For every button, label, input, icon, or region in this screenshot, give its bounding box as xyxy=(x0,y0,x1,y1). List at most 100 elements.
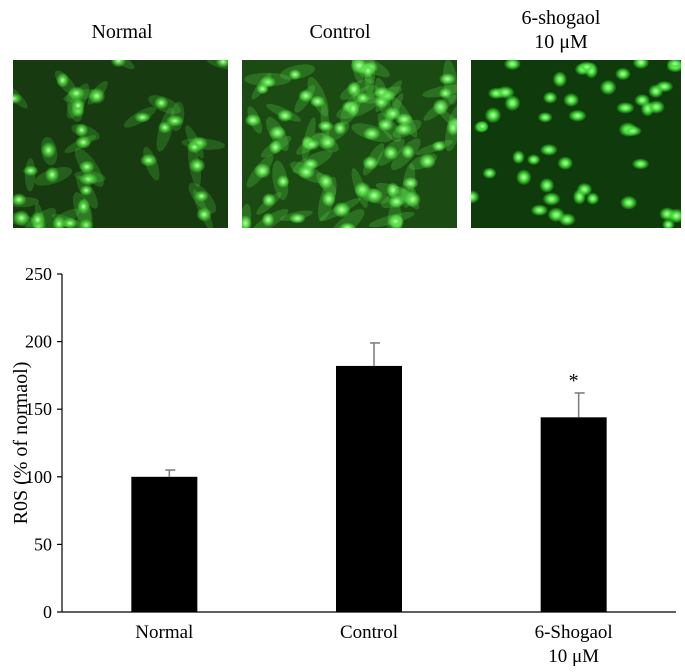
cell-nucleus xyxy=(79,160,95,174)
cell-nucleus xyxy=(485,107,501,123)
cell-nucleus xyxy=(557,156,573,170)
cell-nucleus xyxy=(13,193,27,206)
y-axis-label: R0S (% of normaol) xyxy=(10,362,32,525)
cell-nucleus xyxy=(666,60,681,70)
cell-nucleus xyxy=(269,125,286,140)
cell-nucleus xyxy=(383,145,398,160)
cell-nucleus xyxy=(504,95,521,111)
cell-nucleus xyxy=(321,191,336,207)
cell-nucleus xyxy=(388,195,405,208)
ros-bar-chart: 0 50 100 150 200 250 R0S (% of normaol) Normal C… xyxy=(10,264,676,667)
cell-nucleus xyxy=(620,195,638,210)
cell-nucleus xyxy=(432,140,446,152)
cell-nucleus xyxy=(648,100,665,114)
cell-nucleus xyxy=(362,156,379,170)
bar-normal xyxy=(131,476,198,612)
cell-nucleus xyxy=(395,122,413,136)
cell-nucleus xyxy=(245,114,261,127)
cell-nucleus xyxy=(542,192,561,206)
cell-nucleus xyxy=(79,173,98,186)
y-tick-label: 150 xyxy=(25,399,52,419)
cell-nucleus xyxy=(289,213,306,224)
cell-nucleus xyxy=(558,213,576,226)
cell-nucleus xyxy=(538,112,553,123)
cell-nucleus xyxy=(256,83,269,95)
cell-nucleus xyxy=(543,91,558,104)
cell-nucleus xyxy=(288,69,302,80)
cell-nucleus xyxy=(88,88,106,104)
cell-nucleus xyxy=(262,193,276,207)
cell-nucleus xyxy=(261,212,275,227)
cell-nucleus xyxy=(439,87,452,99)
cell-nucleus xyxy=(482,167,497,179)
cell-nucleus xyxy=(71,98,85,113)
x-tick-label: Control xyxy=(340,622,398,643)
cell-nucleus xyxy=(254,163,271,179)
cell-nucleus xyxy=(586,192,600,205)
cell-nucleus xyxy=(79,219,93,228)
cell-nucleus xyxy=(404,191,421,208)
cell-nucleus xyxy=(623,125,642,137)
y-tick-label: 250 xyxy=(25,264,52,284)
cell-nucleus xyxy=(68,86,85,100)
micrograph-control xyxy=(242,60,457,228)
micrograph-shogaol xyxy=(471,60,681,228)
y-tick-label: 200 xyxy=(25,332,52,352)
cell-nucleus xyxy=(269,140,282,154)
cell-nucleus xyxy=(530,204,548,216)
cell-nucleus xyxy=(516,169,532,186)
cell-nucleus xyxy=(75,135,92,149)
cell-nucleus xyxy=(512,150,525,164)
cell-nucleus xyxy=(439,73,456,85)
cell-nucleus xyxy=(56,73,69,88)
cell-nucleus xyxy=(13,210,30,226)
cell-nucleus xyxy=(402,177,419,190)
cell-nucleus xyxy=(297,165,315,179)
cell-nucleus xyxy=(333,121,347,135)
cell-nucleus xyxy=(140,154,158,167)
cell-nucleus xyxy=(189,158,206,173)
x-tick-label: 6-Shogaol xyxy=(535,622,613,643)
cell-nucleus xyxy=(277,109,293,122)
cell-nucleus xyxy=(632,158,650,170)
cell-nucleus xyxy=(194,190,209,202)
cell-nucleus xyxy=(75,123,89,137)
panel-label-shogaol-line2: 10 μM xyxy=(534,31,588,53)
cell-nucleus xyxy=(374,86,389,98)
panel-label-normal: Normal xyxy=(91,21,153,43)
x-tick-sublabel: 10 μM xyxy=(548,646,599,667)
panel-label-shogaol-line1: 6-shogaol xyxy=(521,7,601,29)
cell-nucleus xyxy=(377,118,394,132)
cell-nucleus xyxy=(318,174,333,189)
cell-nucleus xyxy=(471,190,480,204)
cell-nucleus xyxy=(346,100,360,117)
cell-nucleus xyxy=(45,166,60,183)
cell-nucleus xyxy=(62,217,78,228)
cell-nucleus xyxy=(527,154,541,165)
x-tick-label: Normal xyxy=(135,622,193,643)
cell-nucleus xyxy=(80,185,93,196)
cell-nucleus xyxy=(134,112,151,123)
cell-nucleus xyxy=(333,202,351,218)
cell-nucleus xyxy=(386,182,400,198)
cell-nucleus xyxy=(309,95,326,108)
y-tick-label: 50 xyxy=(34,534,52,554)
cell-nucleus xyxy=(319,135,336,150)
cell-nucleus xyxy=(77,199,90,215)
y-tick-label: 0 xyxy=(43,602,52,622)
cell-nucleus xyxy=(387,214,404,228)
cell-nucleus xyxy=(552,71,567,87)
cell-process xyxy=(103,60,135,70)
cell-nucleus xyxy=(187,141,202,153)
cell-nucleus xyxy=(196,207,212,222)
cell-nucleus xyxy=(276,175,290,188)
cell-nucleus xyxy=(242,215,252,228)
cell-nucleus xyxy=(317,120,334,132)
panel-label-control: Control xyxy=(309,21,371,43)
cell-nucleus xyxy=(111,60,126,67)
cell-nucleus xyxy=(13,93,22,104)
cell-nucleus xyxy=(339,222,356,228)
cell-nucleus xyxy=(573,189,586,205)
cell-nucleus xyxy=(216,60,228,68)
cell-nucleus xyxy=(432,99,449,115)
